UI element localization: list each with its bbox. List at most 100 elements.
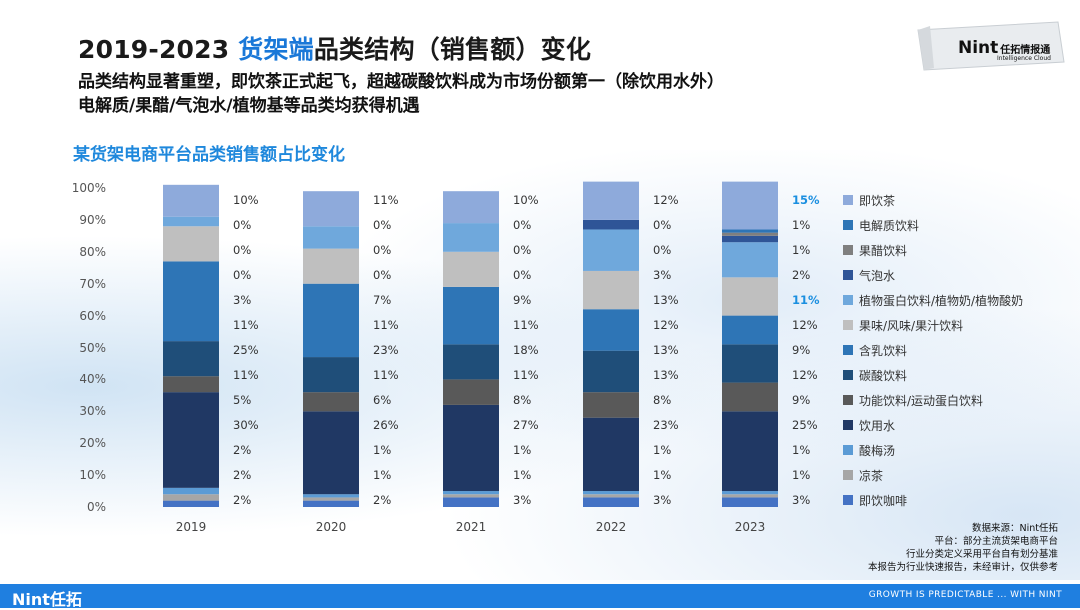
source-notes: 数据来源：Nint任拓 平台：部分主流货架电商平台 行业分类定义采用平台自有划分… [868, 522, 1058, 574]
subtitle-line-2: 电解质/果醋/气泡水/植物基等品类均获得机遇 [78, 96, 420, 116]
data-label: 3% [233, 293, 252, 307]
legend-item: 含乳饮料 [843, 343, 908, 358]
y-tick-label: 0% [86, 500, 106, 514]
data-label: 30% [233, 418, 259, 432]
data-label: 6% [373, 393, 392, 407]
data-label: 13% [653, 293, 679, 307]
legend-swatch [843, 320, 853, 330]
bar-segment [722, 229, 778, 233]
legend-item: 饮用水 [843, 418, 896, 433]
legend-item: 果醋饮料 [843, 243, 908, 258]
data-label: 18% [513, 343, 539, 357]
bar-segment [722, 232, 778, 236]
data-label: 5% [233, 393, 252, 407]
legend-swatch [843, 270, 853, 280]
bar-segment [722, 411, 778, 492]
bar-segment [303, 500, 359, 507]
legend-swatch [843, 195, 853, 205]
data-label: 11% [373, 193, 399, 207]
legend-swatch [843, 220, 853, 230]
data-label: 1% [513, 468, 532, 482]
bar-segment [303, 497, 359, 501]
data-label: 1% [513, 443, 532, 457]
legend-swatch [843, 345, 853, 355]
footer-bar: Nint任拓 GROWTH IS PREDICTABLE ... WITH NI… [0, 584, 1080, 609]
legend-item: 果味/风味/果汁饮料 [843, 318, 963, 333]
bar-segment [583, 229, 639, 271]
bar-segment [303, 226, 359, 249]
legend-item: 即饮咖啡 [843, 493, 908, 508]
bar-segment [163, 261, 219, 342]
legend-item: 凉茶 [843, 468, 883, 483]
bar-segment [163, 487, 219, 495]
footer-tagline: GROWTH IS PREDICTABLE ... WITH NINT [868, 590, 1062, 600]
data-label: 0% [233, 243, 252, 257]
legend-label: 植物蛋白饮料/植物奶/植物酸奶 [859, 293, 1024, 308]
legend-label: 果醋饮料 [859, 243, 908, 258]
legend-label: 功能饮料/运动蛋白饮料 [859, 393, 984, 408]
data-label: 9% [792, 393, 811, 407]
chart-section-title: 某货架电商平台品类销售额占比变化 [73, 145, 345, 165]
y-tick-label: 60% [79, 308, 106, 323]
legend-label: 电解质饮料 [859, 218, 920, 233]
data-label: 8% [513, 393, 532, 407]
bar-segment [722, 494, 778, 498]
data-label: 11% [233, 368, 259, 382]
y-tick-label: 90% [79, 212, 106, 227]
bar-segment [722, 344, 778, 383]
legend-swatch [843, 420, 853, 430]
bar-segment [163, 494, 219, 501]
bar-segment [722, 181, 778, 230]
data-label: 2% [233, 493, 252, 507]
legend-item: 功能饮料/运动蛋白饮料 [843, 393, 984, 408]
logo-subtext: Intelligence Cloud [997, 55, 1051, 62]
note-line: 本报告为行业快速报告，未经审计，仅供参考 [867, 562, 1058, 573]
page-title: 2019-2023 货架端品类结构（销售额）变化 [78, 35, 592, 64]
data-label: 13% [653, 368, 679, 382]
legend-label: 即饮咖啡 [859, 493, 908, 508]
bar-segment [303, 191, 359, 227]
bar-segment [722, 497, 778, 507]
data-label: 27% [513, 418, 539, 432]
legend-item: 电解质饮料 [843, 218, 920, 233]
data-label: 23% [653, 418, 679, 432]
bar-segment [163, 184, 219, 217]
data-label: 13% [653, 343, 679, 357]
bar-segment [722, 315, 778, 345]
data-label: 11% [513, 318, 539, 332]
y-tick-label: 80% [79, 244, 106, 259]
bar-segment [163, 376, 219, 393]
data-label: 0% [513, 218, 532, 232]
data-label: 10% [513, 193, 539, 207]
bar-segment [443, 379, 499, 405]
data-label: 9% [513, 293, 532, 307]
data-label: 1% [653, 468, 672, 482]
legend-item: 酸梅汤 [843, 443, 895, 458]
y-tick-label: 50% [79, 340, 106, 355]
bar-segment [303, 248, 359, 284]
legend-label: 含乳饮料 [859, 343, 908, 358]
bar-segment [303, 283, 359, 358]
data-label: 12% [653, 193, 679, 207]
bar-segment [303, 411, 359, 495]
bar-segment [583, 497, 639, 507]
bar-segment [722, 382, 778, 412]
data-label: 23% [373, 343, 399, 357]
data-label: 2% [233, 468, 252, 482]
legend-item: 即饮茶 [843, 193, 896, 208]
bar-segment [303, 357, 359, 393]
legend-label: 饮用水 [859, 418, 896, 433]
data-label: 1% [373, 468, 392, 482]
bar-segment [443, 191, 499, 224]
legend-label: 即饮茶 [859, 193, 896, 208]
bar-segment [303, 494, 359, 498]
x-tick-label: 2021 [455, 520, 487, 534]
data-label: 1% [792, 468, 811, 482]
data-label: 0% [653, 218, 672, 232]
bar-segment [443, 491, 499, 495]
data-label: 11% [513, 368, 539, 382]
data-label: 11% [792, 293, 820, 307]
bar-segment [583, 392, 639, 418]
data-label: 2% [373, 493, 392, 507]
